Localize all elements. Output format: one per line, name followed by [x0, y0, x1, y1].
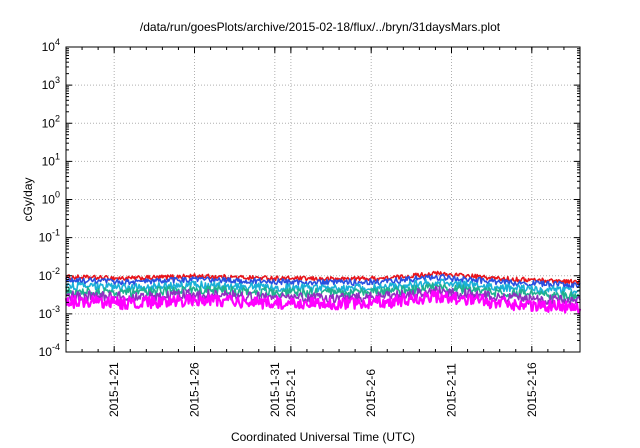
x-tick-label: 2015-1-21 [107, 362, 121, 417]
y-tick-label: 102 [42, 113, 60, 130]
chart-title: /data/run/goesPlots/archive/2015-02-18/f… [139, 20, 501, 34]
y-tick-base: 10 [42, 116, 56, 130]
x-tick-label: 2015-2-16 [525, 362, 539, 417]
y-tick-base: 10 [39, 345, 53, 359]
y-tick-exponent: 3 [55, 75, 60, 85]
y-tick-base: 10 [39, 307, 53, 321]
x-tick-label: 2015-1-31 [268, 362, 282, 417]
y-tick-label: 101 [42, 151, 60, 168]
series-line [64, 290, 582, 315]
y-tick-base: 10 [39, 231, 53, 245]
y-tick-base: 10 [39, 269, 53, 283]
y-tick-exponent: 2 [55, 113, 60, 123]
y-tick-label: 10-2 [39, 266, 60, 283]
x-tick-label: 2015-2-11 [445, 363, 459, 417]
y-tick-label: 104 [42, 37, 60, 54]
x-tick-label: 2015-2-1 [284, 369, 298, 417]
y-tick-exponent: 0 [55, 190, 60, 200]
y-tick-exponent: -1 [52, 228, 60, 238]
x-axis: 2015-1-21 2015-1-26 2015-1-31 2015-2-1 2015-… [65, 47, 581, 417]
x-axis-label: Coordinated Universal Time (UTC) [231, 430, 415, 444]
x-tick-label: 2015-2-6 [364, 369, 378, 417]
y-tick-base: 10 [42, 193, 56, 207]
y-axis-label: cGy/day [21, 177, 35, 221]
y-tick-exponent: -4 [52, 342, 60, 352]
y-tick-base: 10 [42, 40, 56, 54]
y-tick-base: 10 [42, 78, 56, 92]
series-layer [64, 270, 582, 315]
y-tick-exponent: -2 [52, 266, 60, 276]
x-tick-label: 2015-1-26 [188, 362, 202, 417]
y-tick-label: 10-4 [39, 342, 60, 359]
y-tick-exponent: 1 [55, 151, 60, 161]
y-tick-base: 10 [42, 154, 56, 168]
y-tick-label: 10-1 [39, 228, 60, 245]
series-line [65, 282, 581, 302]
y-tick-label: 100 [42, 190, 60, 207]
y-tick-label: 10-3 [39, 304, 60, 321]
y-tick-exponent: -3 [52, 304, 60, 314]
y-tick-exponent: 4 [55, 37, 60, 47]
series-line [65, 273, 581, 289]
y-tick-label: 103 [42, 75, 60, 92]
series-line [65, 278, 581, 296]
